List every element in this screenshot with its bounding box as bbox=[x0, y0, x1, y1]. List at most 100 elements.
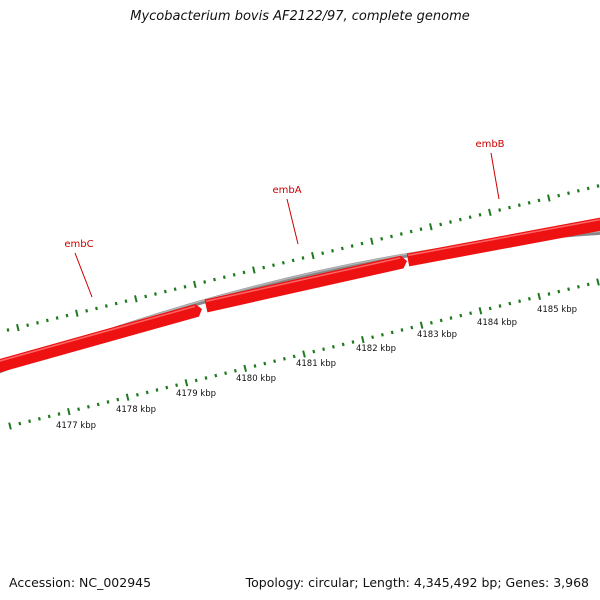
inner-minor-tick bbox=[469, 311, 473, 316]
scale-label: 4182 kbp bbox=[356, 344, 396, 354]
accession-text: Accession: NC_002945 bbox=[9, 575, 152, 590]
inner-major-tick bbox=[302, 350, 306, 358]
inner-major-tick bbox=[360, 335, 365, 344]
outer-minor-tick bbox=[173, 287, 177, 292]
outer-minor-tick bbox=[498, 208, 502, 212]
gene-embA-sheen bbox=[205, 257, 401, 303]
outer-major-tick bbox=[488, 208, 492, 217]
inner-minor-tick bbox=[96, 402, 100, 407]
inner-minor-tick bbox=[175, 383, 179, 388]
inner-minor-tick bbox=[459, 313, 463, 318]
outer-minor-tick bbox=[567, 191, 570, 196]
inner-tick-track bbox=[8, 278, 600, 430]
scale-label: 4181 kbp bbox=[296, 359, 336, 369]
inner-minor-tick bbox=[155, 388, 159, 392]
outer-minor-tick bbox=[409, 229, 413, 234]
inner-minor-tick bbox=[527, 296, 531, 301]
inner-minor-tick bbox=[292, 354, 296, 359]
outer-minor-tick bbox=[586, 186, 590, 191]
outer-minor-tick bbox=[124, 299, 128, 304]
inner-minor-tick bbox=[57, 412, 61, 416]
inner-minor-tick bbox=[194, 378, 198, 383]
outer-minor-tick bbox=[508, 205, 511, 210]
outer-minor-tick bbox=[419, 227, 423, 232]
outer-minor-tick bbox=[104, 304, 108, 308]
inner-major-tick bbox=[8, 422, 12, 430]
outer-minor-tick bbox=[232, 272, 236, 277]
gene-embB-leader-line bbox=[490, 152, 500, 200]
outer-minor-tick bbox=[6, 328, 10, 332]
inner-minor-tick bbox=[145, 390, 149, 395]
inner-minor-tick bbox=[576, 284, 580, 289]
inner-minor-tick bbox=[341, 342, 345, 347]
outer-minor-tick bbox=[380, 236, 384, 241]
outer-minor-tick bbox=[144, 294, 148, 299]
scale-label: 4179 kbp bbox=[176, 389, 216, 399]
inner-minor-tick bbox=[400, 328, 404, 332]
inner-minor-tick bbox=[547, 292, 551, 296]
outer-minor-tick bbox=[439, 222, 443, 227]
inner-minor-tick bbox=[567, 287, 571, 292]
outer-minor-tick bbox=[272, 263, 275, 268]
inner-minor-tick bbox=[263, 361, 267, 366]
outer-major-tick bbox=[75, 309, 79, 317]
outer-minor-tick bbox=[114, 301, 118, 306]
outer-major-tick bbox=[547, 194, 551, 202]
inner-major-tick bbox=[184, 379, 189, 387]
inner-minor-tick bbox=[331, 344, 335, 349]
outer-minor-tick bbox=[26, 323, 30, 328]
inner-minor-tick bbox=[488, 306, 492, 311]
outer-major-tick bbox=[193, 280, 197, 289]
gene-embC-label: embC bbox=[64, 239, 93, 250]
inner-major-tick bbox=[419, 321, 424, 329]
inner-minor-tick bbox=[282, 356, 286, 361]
map-title: Mycobacterium bovis AF2122/97, complete … bbox=[130, 9, 470, 24]
outer-minor-tick bbox=[468, 215, 472, 220]
inner-minor-tick bbox=[135, 392, 139, 397]
scale-label: 4184 kbp bbox=[477, 318, 517, 328]
outer-major-tick bbox=[370, 237, 374, 245]
gene-embC-body bbox=[0, 304, 202, 376]
inner-major-tick bbox=[537, 292, 542, 301]
outer-minor-tick bbox=[65, 313, 69, 318]
gene-embB-arrow bbox=[406, 216, 600, 267]
scale-label: 4177 kbp bbox=[56, 421, 96, 431]
outer-minor-tick bbox=[183, 284, 187, 289]
outer-minor-tick bbox=[36, 320, 39, 325]
inner-major-tick bbox=[596, 278, 600, 286]
inner-minor-tick bbox=[586, 282, 590, 287]
gene-embB-sheen bbox=[408, 217, 600, 257]
gene-embA-label: embA bbox=[272, 185, 301, 196]
labels-layer: 4177 kbp 4178 kbp 4179 kbp 4180 kbp 4181 kbp… bbox=[56, 139, 577, 431]
inner-minor-tick bbox=[253, 364, 257, 368]
inner-major-tick bbox=[125, 393, 130, 401]
inner-minor-tick bbox=[508, 301, 512, 306]
inner-major-tick bbox=[243, 364, 248, 373]
outer-minor-tick bbox=[85, 308, 89, 313]
inner-minor-tick bbox=[351, 340, 355, 344]
inner-minor-tick bbox=[312, 349, 316, 354]
scale-label: 4183 kbp bbox=[417, 330, 457, 340]
outer-minor-tick bbox=[262, 265, 266, 270]
outer-tick-track bbox=[6, 184, 600, 332]
outer-major-tick bbox=[252, 266, 256, 274]
inner-minor-tick bbox=[371, 335, 375, 340]
gene-embA-body bbox=[204, 255, 407, 313]
outer-minor-tick bbox=[576, 188, 580, 193]
inner-minor-tick bbox=[224, 371, 228, 376]
outer-minor-tick bbox=[458, 217, 462, 222]
outer-minor-tick bbox=[537, 198, 541, 203]
gene-embA-leader-line bbox=[286, 198, 299, 245]
outer-minor-tick bbox=[301, 256, 305, 260]
inner-minor-tick bbox=[28, 419, 32, 424]
inner-minor-tick bbox=[18, 421, 22, 426]
outer-minor-tick bbox=[213, 277, 216, 282]
genes-layer bbox=[0, 216, 600, 376]
outer-minor-tick bbox=[399, 232, 403, 236]
outer-minor-tick bbox=[478, 212, 482, 217]
inner-minor-tick bbox=[233, 368, 237, 373]
scale-label: 4180 kbp bbox=[236, 374, 276, 384]
inner-major-tick bbox=[478, 307, 483, 315]
outer-minor-tick bbox=[154, 292, 157, 296]
outer-major-tick bbox=[16, 323, 20, 332]
